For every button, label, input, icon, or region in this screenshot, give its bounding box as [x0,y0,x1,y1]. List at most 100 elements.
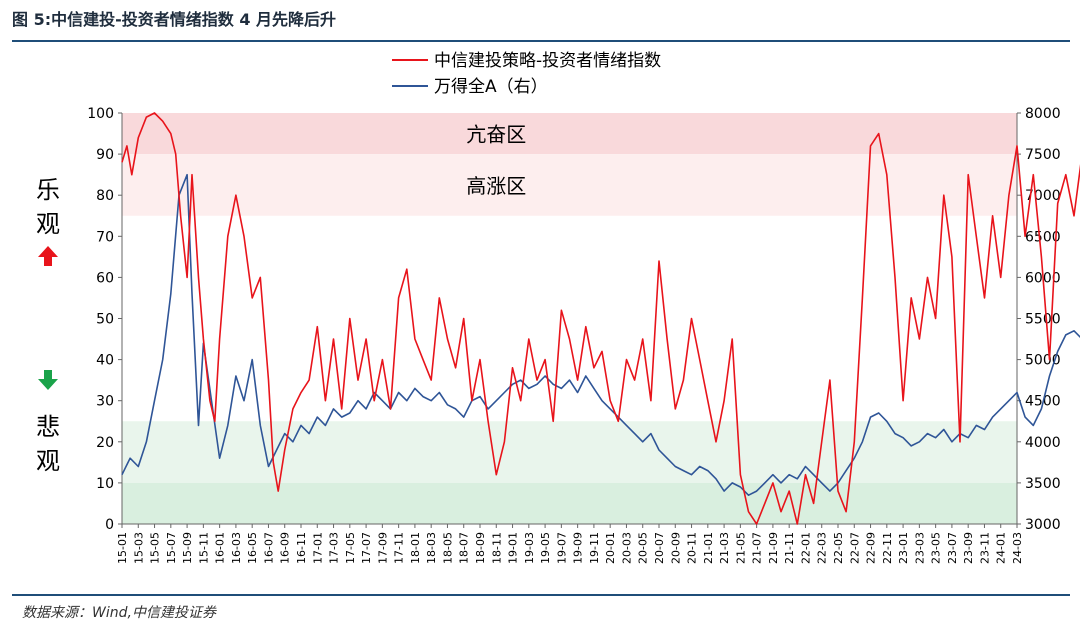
x-tick-label: 19-03 [523,532,536,564]
y-right-tick-label: 5000 [1025,353,1061,369]
y-left-tick-label: 100 [87,106,114,122]
y-left-tick-label: 0 [105,517,114,533]
x-tick-label: 21-11 [783,532,796,564]
x-tick-label: 21-03 [718,532,731,564]
x-tick-label: 15-07 [165,532,178,564]
x-tick-label: 23-03 [913,532,926,564]
y-right-tick-label: 7500 [1025,147,1061,163]
source-note: 数据来源：Wind,中信建投证券 [22,605,216,621]
footer-rule [12,594,1070,596]
x-tick-label: 23-01 [897,532,910,564]
y-left-tick-label: 80 [96,188,114,204]
x-tick-label: 17-11 [393,532,406,564]
x-tick-label: 19-07 [555,532,568,564]
x-tick-label: 19-05 [539,532,552,564]
x-tick-label: 15-05 [149,532,162,564]
down-arrow-icon [38,370,58,390]
x-tick-label: 15-01 [116,532,129,564]
y-right-tick-label: 5500 [1025,312,1061,328]
series-line [121,112,1080,525]
x-tick-label: 16-03 [230,532,243,564]
y-left-tick-label: 60 [96,270,114,286]
x-tick-label: 16-11 [295,532,308,564]
x-tick-label: 20-01 [604,532,617,564]
x-tick-label: 17-05 [344,532,357,564]
y-left-tick-label: 90 [96,147,114,163]
x-tick-label: 24-01 [995,532,1008,564]
y-left-tick-label: 30 [96,394,114,410]
series-line [121,173,1080,496]
zone-layer [122,113,1017,524]
x-tick-label: 20-07 [653,532,666,564]
x-tick-label: 23-07 [946,532,959,564]
zone-labels: 亢奋区高涨区低迷区恐慌区 [466,123,526,198]
y-left-tick-label: 50 [96,312,114,328]
y-right-tick-label: 8000 [1025,106,1061,122]
up-arrow-icon [38,246,58,266]
x-tick-label: 15-03 [132,532,145,564]
zone-band [122,482,1017,524]
x-tick-label: 17-07 [360,532,373,564]
x-tick-label: 20-11 [686,532,699,564]
side-label-char: 观 [36,210,60,238]
x-tick-label: 22-05 [832,532,845,564]
y-right-tick-label: 3500 [1025,476,1061,492]
zone-band [122,421,1017,483]
x-tick-label: 21-01 [702,532,715,564]
x-tick-label: 24-03 [1011,532,1024,564]
x-tick-label: 22-01 [799,532,812,564]
x-tick-label: 19-09 [572,532,585,564]
x-tick-label: 20-03 [620,532,633,564]
x-tick-label: 20-05 [637,532,650,564]
y-left-tick-label: 40 [96,353,114,369]
legend-label: 中信建投策略-投资者情绪指数 [434,51,661,71]
x-tick-label: 17-09 [376,532,389,564]
x-tick-label: 21-09 [767,532,780,564]
y-right-tick-label: 4000 [1025,435,1061,451]
x-tick-label: 18-07 [458,532,471,564]
axes: 0102030405060708090100300035004000450050… [87,106,1060,564]
zone-label: 亢奋区 [466,123,526,147]
x-tick-label: 16-05 [246,532,259,564]
x-tick-label: 23-11 [978,532,991,564]
x-tick-label: 23-05 [930,532,943,564]
x-tick-label: 17-01 [311,532,324,564]
y-right-tick-label: 3000 [1025,517,1061,533]
x-tick-label: 22-11 [881,532,894,564]
y-right-tick-label: 7000 [1025,188,1061,204]
y-right-tick-label: 6500 [1025,229,1061,245]
x-tick-label: 18-03 [425,532,438,564]
x-tick-label: 22-03 [816,532,829,564]
x-tick-label: 23-09 [962,532,975,564]
zone-band [122,113,1017,155]
x-tick-label: 18-09 [474,532,487,564]
x-tick-label: 18-11 [490,532,503,564]
x-tick-label: 19-01 [507,532,520,564]
title-rule [12,40,1070,42]
x-tick-label: 15-11 [197,532,210,564]
x-tick-label: 20-09 [669,532,682,564]
series-layer [121,112,1080,525]
x-tick-label: 22-07 [848,532,861,564]
y-left-tick-label: 70 [96,229,114,245]
side-label-char: 观 [36,447,60,475]
x-tick-label: 22-09 [865,532,878,564]
chart-svg: 亢奋区高涨区低迷区恐慌区 010203040506070809010030003… [36,51,1080,564]
x-tick-label: 16-07 [262,532,275,564]
x-tick-label: 17-03 [328,532,341,564]
legend-label: 万得全A（右） [434,77,548,97]
y-left-tick-label: 10 [96,476,114,492]
x-tick-label: 18-05 [441,532,454,564]
x-tick-label: 18-01 [409,532,422,564]
side-label-char: 悲 [36,413,60,441]
chart-title: 图 5:中信建投-投资者情绪指数 4 月先降后升 [12,10,337,29]
x-tick-label: 16-09 [279,532,292,564]
x-tick-label: 16-01 [214,532,227,564]
x-tick-label: 15-09 [181,532,194,564]
x-tick-label: 21-07 [751,532,764,564]
zone-label: 高涨区 [466,174,526,198]
y-left-tick-label: 20 [96,435,114,451]
x-tick-label: 19-11 [588,532,601,564]
